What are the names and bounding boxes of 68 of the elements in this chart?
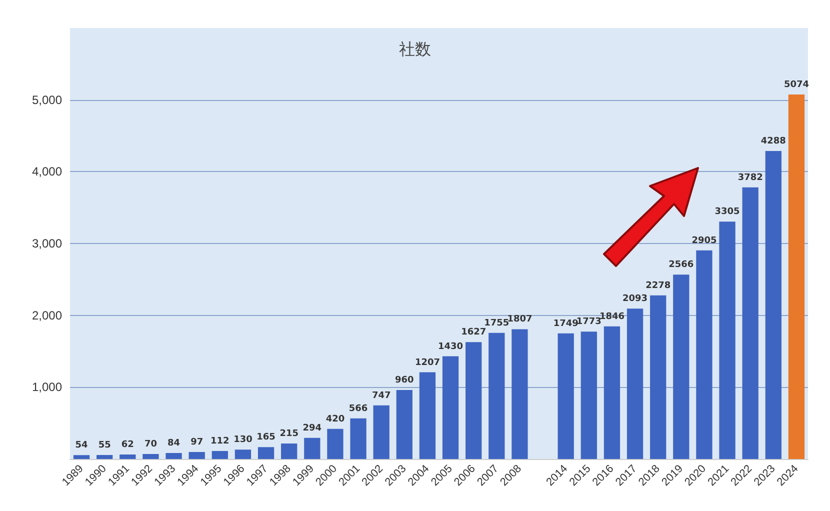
data-label: 420 [326,414,345,424]
bar [558,333,574,459]
y-tick-label: 5,000 [32,92,62,107]
data-label: 2566 [668,260,694,270]
y-tick-label: 2,000 [32,308,62,322]
bar [788,94,805,459]
bar [488,332,505,459]
y-tick-label: 1,000 [32,380,62,394]
data-label: 2278 [646,280,671,291]
bar [212,450,228,459]
bar [442,356,459,459]
data-label: 1807 [507,314,532,325]
bar [650,295,666,459]
bar [166,452,182,459]
data-label: 1755 [484,318,510,328]
bar [419,372,436,459]
data-label: 1207 [414,358,440,368]
text: 社数 [399,40,431,58]
bar [696,250,712,459]
bar [396,390,412,459]
bar [304,438,320,459]
bar [120,454,136,459]
bar [188,452,205,459]
data-label: 1627 [461,328,486,338]
data-label: 1749 [553,318,578,329]
bar [373,405,390,459]
data-label: 130 [234,435,252,446]
bar [281,444,298,459]
bar [96,455,113,459]
data-label: 1846 [599,312,624,322]
data-label: 165 [256,432,276,443]
y-tick-label: 4,000 [32,164,62,179]
data-label: 3305 [714,207,740,218]
data-label: 4288 [760,136,786,146]
bar [673,274,690,459]
data-label: 2905 [692,236,717,246]
data-label: 960 [395,376,414,386]
bar [327,428,344,459]
bar [719,222,736,459]
bar [604,326,620,459]
data-label: 54 [75,440,88,451]
bar [580,332,597,459]
bar [350,418,366,459]
bar [142,454,159,459]
bar [742,187,758,459]
bar [73,455,90,459]
data-label: 215 [280,429,298,440]
data-label: 1773 [576,317,602,328]
data-label: 2093 [622,294,648,304]
y-tick-label: 3,000 [32,236,62,250]
data-label: 747 [372,390,391,401]
data-label: 3782 [738,172,763,183]
data-label: 84 [168,438,180,448]
bar [466,342,482,459]
data-label: 566 [348,404,368,414]
bar [765,150,782,459]
bar [234,450,252,459]
data-label: 62 [121,440,134,450]
data-label: 294 [302,423,322,434]
data-label: 55 [98,440,111,451]
bar [626,308,644,459]
bar [512,329,528,459]
data-label: 5074 [784,80,809,90]
data-label: 70 [144,439,157,450]
data-label: 112 [210,436,230,446]
data-label: 97 [190,438,204,448]
bar [258,447,274,459]
data-label: 1430 [438,342,464,352]
